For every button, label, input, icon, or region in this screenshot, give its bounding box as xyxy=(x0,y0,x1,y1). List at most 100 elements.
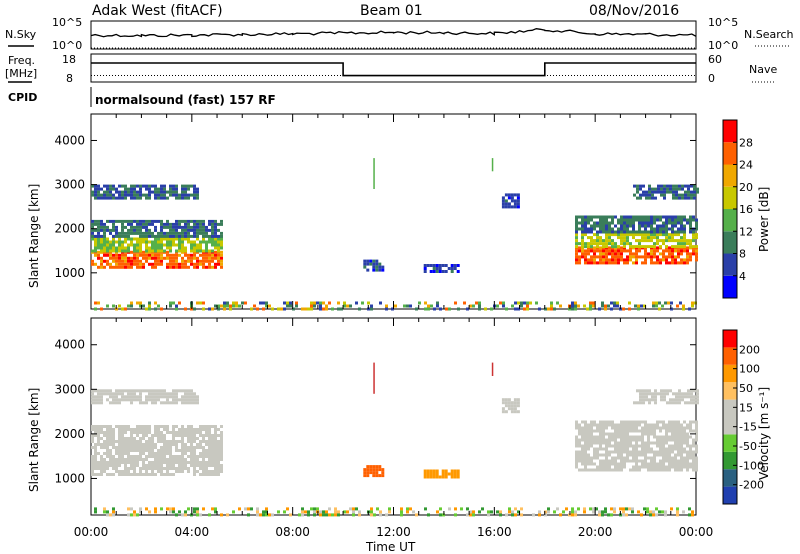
heatmap-cell xyxy=(620,453,623,457)
heatmap-cell xyxy=(106,446,109,449)
heatmap-cell xyxy=(178,240,181,244)
heatmap-cell xyxy=(205,455,208,458)
heatmap-cell xyxy=(175,262,178,266)
heatmap-cell xyxy=(504,404,508,408)
heatmap-cell xyxy=(596,450,599,454)
heatmap-cell xyxy=(220,434,223,437)
heatmap-cell xyxy=(163,455,166,458)
heatmap-cell xyxy=(614,230,617,234)
heatmap-cell xyxy=(139,470,142,473)
heatmap-cell xyxy=(644,252,647,256)
heatmap-cell xyxy=(584,252,587,256)
heatmap-cell xyxy=(629,468,632,472)
heatmap-cell xyxy=(157,428,160,431)
heatmap-cell xyxy=(605,426,608,430)
heatmap-cell xyxy=(175,256,178,260)
heatmap-cell xyxy=(220,470,223,473)
heatmap-cell xyxy=(639,196,642,200)
heatmap-cell xyxy=(683,456,686,460)
heatmap-cell xyxy=(160,246,163,250)
heatmap-cell xyxy=(100,262,103,266)
heatmap-cell xyxy=(680,450,683,454)
heatmap-cell xyxy=(151,249,154,253)
heatmap-cell xyxy=(689,215,692,219)
heatmap-cell xyxy=(172,510,175,514)
heatmap-cell xyxy=(205,256,208,260)
heatmap-cell xyxy=(208,446,211,449)
heatmap-cell xyxy=(686,252,689,256)
heatmap-cell xyxy=(118,425,121,428)
heatmap-cell xyxy=(214,228,217,232)
heatmap-cell xyxy=(178,510,181,514)
heatmap-cell xyxy=(623,456,626,460)
heatmap-cell xyxy=(112,259,115,263)
heatmap-cell xyxy=(674,465,677,469)
heatmap-cell xyxy=(516,401,520,405)
heatmap-cell xyxy=(103,446,106,449)
heatmap-cell xyxy=(665,429,668,433)
heatmap-cell xyxy=(115,401,118,405)
heatmap-cell xyxy=(656,258,659,262)
heatmap-cell xyxy=(599,438,602,442)
heatmap-cell xyxy=(659,450,662,454)
heatmap-cell xyxy=(220,265,223,269)
heatmap-cell xyxy=(538,510,541,514)
heatmap-cell xyxy=(121,443,124,446)
heatmap-cell xyxy=(100,187,103,191)
heatmap-cell xyxy=(130,431,133,434)
heatmap-cell xyxy=(665,459,668,463)
heatmap-cell xyxy=(680,258,683,262)
nsearch-tick-bottom: 10^0 xyxy=(708,39,738,52)
heatmap-cell xyxy=(626,258,629,262)
heatmap-cell xyxy=(103,193,106,197)
heatmap-cell xyxy=(599,258,602,262)
heatmap-cell xyxy=(641,233,644,237)
heatmap-cell xyxy=(193,449,196,452)
heatmap-cell xyxy=(217,449,220,452)
heatmap-cell xyxy=(689,426,692,430)
heatmap-cell xyxy=(686,444,689,448)
heatmap-cell xyxy=(100,455,103,458)
heatmap-cell xyxy=(136,431,139,434)
heatmap-cell xyxy=(178,470,181,473)
heatmap-cell xyxy=(190,443,193,446)
heatmap-cell xyxy=(472,304,475,308)
heatmap-cell xyxy=(678,401,681,405)
heatmap-cell xyxy=(415,513,418,517)
heatmap-cell xyxy=(623,258,626,262)
heatmap-cell xyxy=(109,461,112,464)
beam-label: Beam 01 xyxy=(360,3,423,19)
heatmap-cell xyxy=(130,473,133,476)
heatmap-cell xyxy=(154,228,157,232)
heatmap-cell xyxy=(608,215,611,219)
heatmap-cell xyxy=(644,249,647,253)
heatmap-cell xyxy=(623,438,626,442)
heatmap-cell xyxy=(169,467,172,470)
heatmap-cell xyxy=(590,242,593,246)
heatmap-cell xyxy=(659,218,662,222)
heatmap-cell xyxy=(681,196,684,200)
heatmap-cell xyxy=(590,456,593,460)
heatmap-cell xyxy=(647,462,650,466)
heatmap-cell xyxy=(133,243,136,247)
heatmap-cell xyxy=(169,452,172,455)
heatmap-cell xyxy=(695,468,698,472)
heatmap-cell xyxy=(661,510,664,514)
heatmap-cell xyxy=(648,392,651,396)
heatmap-cell xyxy=(511,510,514,514)
heatmap-cell xyxy=(661,304,664,308)
heatmap-cell xyxy=(181,237,184,241)
heatmap-cell xyxy=(148,231,151,235)
heatmap-cell xyxy=(578,456,581,460)
heatmap-cell xyxy=(115,196,118,200)
colorbar-tick-label: 15 xyxy=(739,401,753,414)
heatmap-cell xyxy=(695,432,698,436)
heatmap-cell xyxy=(151,467,154,470)
heatmap-cell xyxy=(686,456,689,460)
heatmap-cell xyxy=(587,215,590,219)
heatmap-cell xyxy=(100,470,103,473)
heatmap-streak xyxy=(491,362,494,376)
heatmap-cell xyxy=(106,243,109,247)
heatmap-cell xyxy=(575,255,578,259)
